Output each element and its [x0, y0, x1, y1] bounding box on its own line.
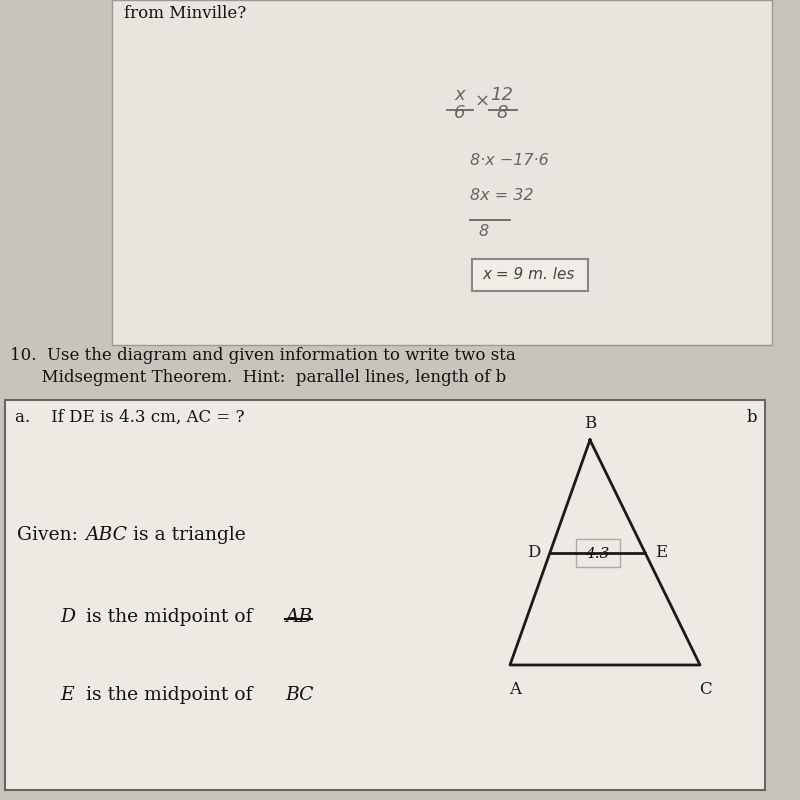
Text: from Minville?: from Minville? — [124, 5, 246, 22]
Text: 8: 8 — [478, 224, 488, 239]
Text: D: D — [526, 544, 540, 561]
Text: b: b — [746, 409, 757, 426]
Text: Given:: Given: — [17, 526, 84, 544]
Text: B: B — [584, 415, 596, 432]
Text: 8: 8 — [496, 104, 508, 122]
FancyBboxPatch shape — [575, 538, 619, 566]
Text: D: D — [60, 608, 75, 626]
Text: BC: BC — [285, 686, 314, 704]
Text: x: x — [454, 86, 466, 104]
Text: 10.  Use the diagram and given information to write two sta: 10. Use the diagram and given informatio… — [10, 347, 516, 364]
Text: 8·x −17·6: 8·x −17·6 — [470, 153, 549, 168]
Text: A: A — [509, 681, 521, 698]
FancyBboxPatch shape — [112, 0, 772, 345]
Text: Midsegment Theorem.  Hint:  parallel lines, length of b: Midsegment Theorem. Hint: parallel lines… — [10, 369, 506, 386]
Text: C: C — [698, 681, 711, 698]
Text: E: E — [655, 544, 667, 561]
Text: ×: × — [474, 93, 490, 111]
Text: ABC: ABC — [85, 526, 127, 544]
FancyBboxPatch shape — [5, 400, 765, 790]
Text: 12: 12 — [490, 86, 514, 104]
Text: is the midpoint of: is the midpoint of — [80, 686, 258, 704]
Text: 8x = 32: 8x = 32 — [470, 188, 534, 203]
Text: x = 9 m. les: x = 9 m. les — [482, 267, 574, 282]
FancyBboxPatch shape — [472, 259, 588, 291]
Text: is the midpoint of: is the midpoint of — [80, 608, 258, 626]
Text: AB: AB — [285, 608, 312, 626]
Text: is a triangle: is a triangle — [127, 526, 246, 544]
Text: E: E — [60, 686, 74, 704]
Text: 4.3: 4.3 — [586, 547, 610, 562]
Text: a.    If DE is 4.3 cm, AC = ?: a. If DE is 4.3 cm, AC = ? — [15, 409, 245, 426]
Text: 6: 6 — [454, 104, 466, 122]
